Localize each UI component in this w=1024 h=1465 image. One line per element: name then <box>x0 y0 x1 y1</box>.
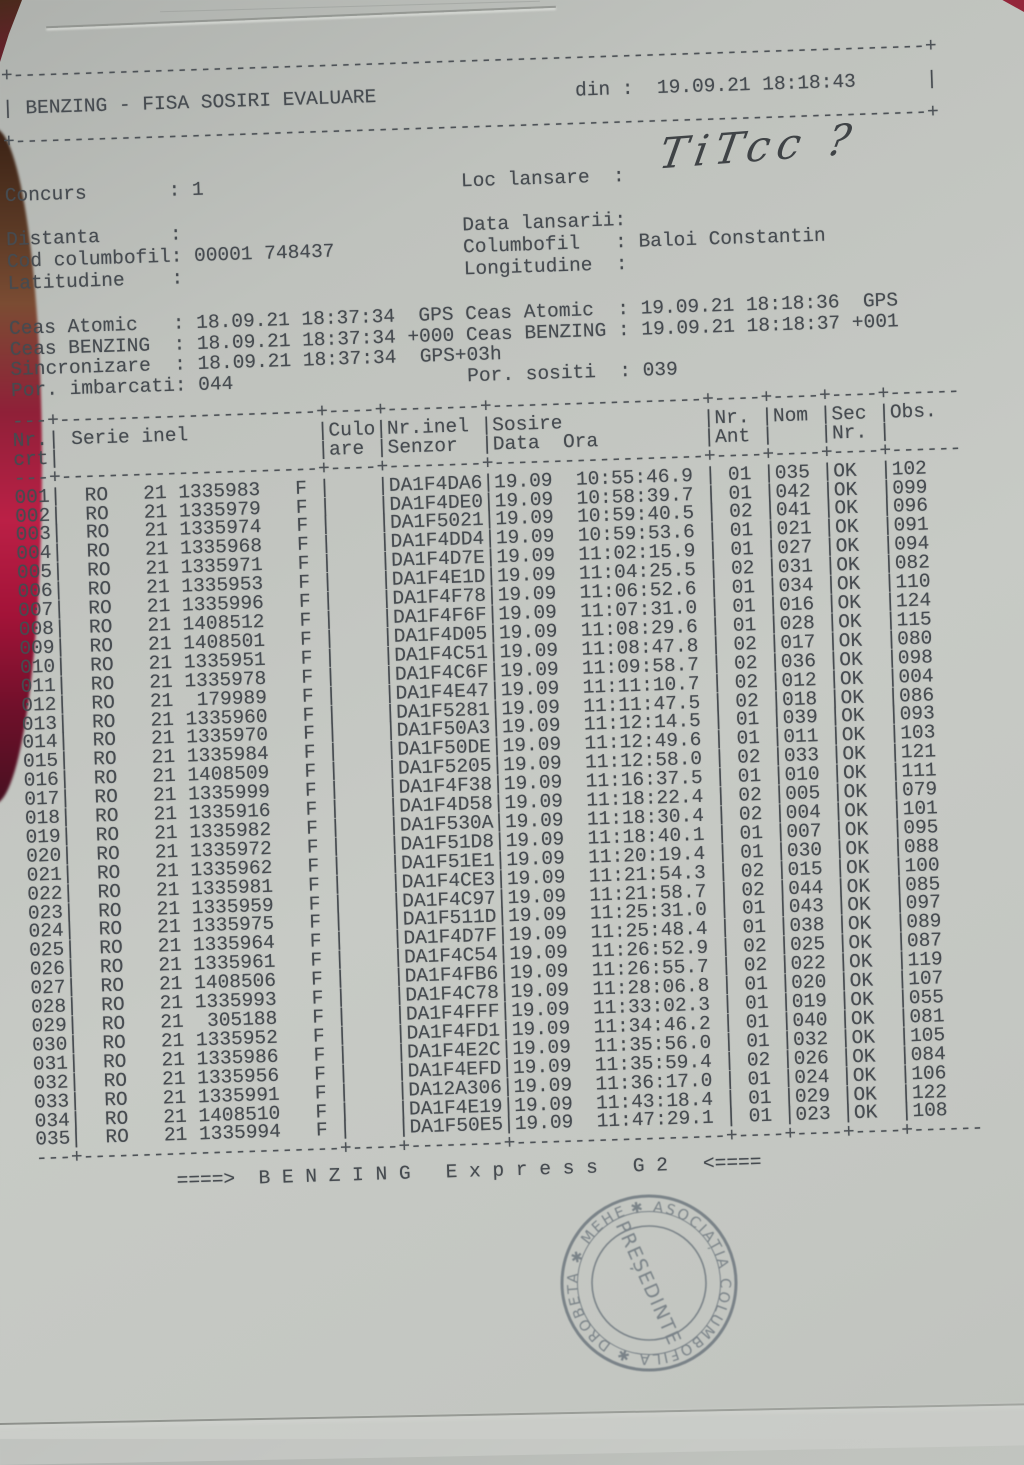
printout-sheet: +---------------------------------------… <box>0 15 1017 1197</box>
arrival-table: ---+----------------------+----+--------… <box>12 380 1016 1170</box>
stamp-center-text: PREȘEDINTE <box>611 1218 686 1349</box>
info-section: Concurs : 1 Loc lansare : Distanta : Dat… <box>4 153 987 295</box>
stamp-inner-ring <box>591 1225 707 1341</box>
stamp-outer-ring <box>560 1194 738 1372</box>
round-stamp: ✱ ASOCIAȚIA COLUMBOFILA ✱ DROBETA ✱ MEHE… <box>546 1180 750 1386</box>
red-surface-corner-top-right <box>1002 0 1024 12</box>
paper-stack-edge <box>46 5 556 29</box>
